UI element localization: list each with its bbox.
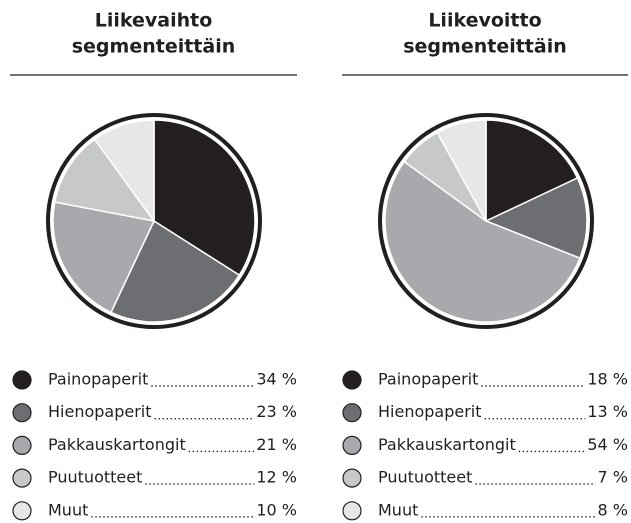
- legend-swatch: [342, 435, 362, 455]
- chart-title: segmenteittäin: [72, 36, 236, 58]
- pie-slice: [53, 138, 156, 223]
- legend-label: Pakkauskartongit: [378, 435, 516, 454]
- legend-swatch: [342, 501, 362, 521]
- legend-swatch: [12, 435, 32, 455]
- legend-label: Hienopaperit: [48, 402, 152, 421]
- chart-title: Liikevaihto: [95, 10, 213, 32]
- pie-ring: [46, 113, 262, 329]
- pie-slice: [109, 219, 241, 323]
- legend-swatch: [342, 468, 362, 488]
- chart-title: segmenteittäin: [403, 36, 567, 58]
- chart-title: Liikevoitto: [428, 10, 541, 32]
- legend-swatch: [12, 370, 32, 390]
- legend-value: 7 %: [598, 468, 628, 487]
- legend-label: Muut: [48, 500, 88, 519]
- pie-slice: [93, 119, 155, 224]
- legend-value: 12 %: [256, 468, 297, 487]
- legend-value: 34 %: [256, 370, 297, 389]
- pie-slice: [436, 119, 487, 222]
- legend-label: Muut: [378, 500, 418, 519]
- legend-swatch: [342, 403, 362, 423]
- pie-ring: [378, 113, 594, 329]
- legend-label: Hienopaperit: [378, 402, 482, 421]
- legend-value: 10 %: [256, 500, 297, 519]
- legend-label: Puutuotteet: [48, 468, 142, 487]
- pie-slice: [52, 201, 156, 314]
- legend-value: 54 %: [587, 435, 628, 454]
- legend-swatch: [12, 501, 32, 521]
- legend-label: Painopaperit: [378, 370, 478, 389]
- legend-swatch: [12, 403, 32, 423]
- legend-label: Painopaperit: [48, 370, 148, 389]
- legend-value: 8 %: [598, 500, 628, 519]
- legend-label: Pakkauskartongit: [48, 435, 186, 454]
- legend-value: 21 %: [256, 435, 297, 454]
- pie-slice: [484, 176, 588, 260]
- pie-slice: [384, 160, 581, 323]
- legend-value: 13 %: [587, 402, 628, 421]
- legend-swatch: [12, 468, 32, 488]
- legend-value: 23 %: [256, 402, 297, 421]
- pie-slice: [485, 119, 579, 223]
- legend-value: 18 %: [587, 370, 628, 389]
- legend-label: Puutuotteet: [378, 468, 472, 487]
- legend-swatch: [342, 370, 362, 390]
